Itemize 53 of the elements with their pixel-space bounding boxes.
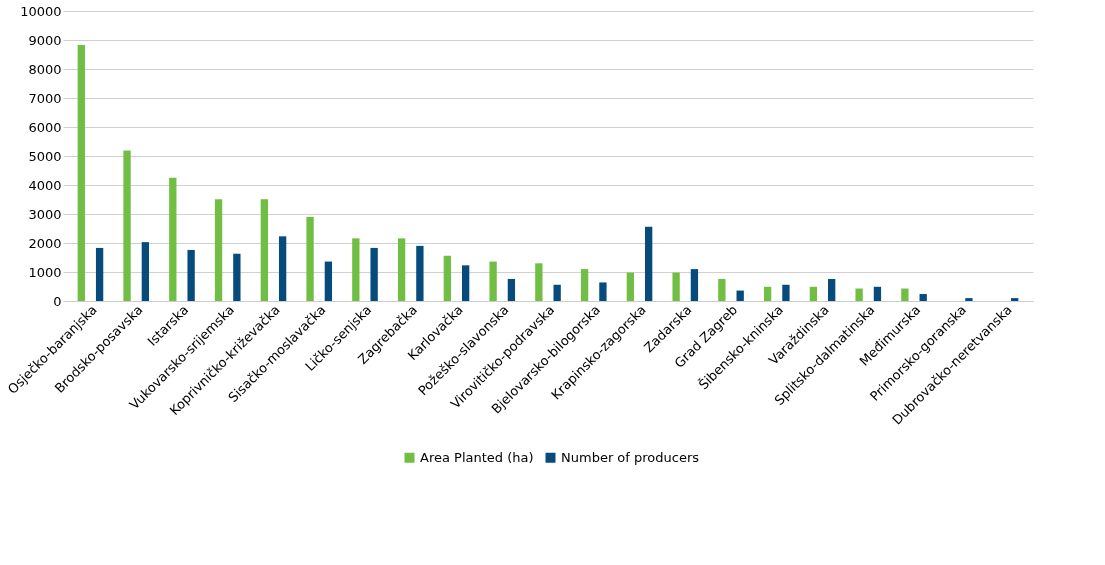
- bar: [416, 245, 424, 301]
- bar: [489, 261, 497, 301]
- y-tick-label: 1000: [28, 264, 62, 280]
- bar: [855, 288, 863, 301]
- bar: [324, 261, 333, 301]
- y-tick-label: 9000: [28, 32, 62, 48]
- bar: [141, 242, 150, 301]
- bar: [443, 255, 451, 301]
- bar: [580, 269, 589, 301]
- y-tick-label: 3000: [28, 206, 62, 222]
- bar: [306, 216, 314, 301]
- bar: [672, 272, 680, 301]
- bar: [370, 247, 378, 301]
- bar: [645, 226, 653, 301]
- legend-label: Number of producers: [561, 449, 700, 465]
- bar: [809, 286, 818, 301]
- bar: [736, 290, 744, 301]
- bar: [535, 263, 543, 301]
- y-tick-label: 7000: [28, 90, 62, 106]
- bar: [718, 278, 726, 301]
- y-tick-label: 6000: [28, 119, 62, 135]
- bar: [599, 282, 607, 301]
- bar: [397, 238, 406, 301]
- bar: [782, 284, 790, 301]
- bar: [95, 247, 104, 301]
- y-tick-label: 10000: [20, 3, 62, 19]
- y-tick-label: 8000: [28, 61, 62, 77]
- bar: [690, 269, 699, 301]
- bar: [169, 177, 177, 301]
- bar: [214, 199, 223, 301]
- bar: [352, 238, 360, 301]
- bar: [553, 284, 561, 301]
- bar: [919, 294, 927, 301]
- bar: [233, 253, 241, 301]
- bar: [626, 272, 635, 301]
- y-tick-label: 4000: [28, 177, 62, 193]
- bar: [828, 278, 836, 301]
- bar: [507, 278, 516, 301]
- bar: [1011, 298, 1019, 301]
- bar: [461, 265, 470, 301]
- bar: [77, 44, 85, 301]
- bar: [873, 286, 882, 301]
- y-tick-label: 0: [53, 293, 62, 309]
- bar: [763, 286, 772, 301]
- bar: [260, 199, 268, 301]
- bar: [901, 288, 909, 301]
- bar: [123, 150, 131, 301]
- bar: [278, 236, 287, 301]
- bar: [187, 249, 195, 301]
- y-tick-label: 2000: [28, 235, 62, 251]
- legend-label: Area Planted (ha): [420, 449, 534, 465]
- bar: [965, 298, 973, 301]
- y-tick-label: 5000: [28, 148, 62, 164]
